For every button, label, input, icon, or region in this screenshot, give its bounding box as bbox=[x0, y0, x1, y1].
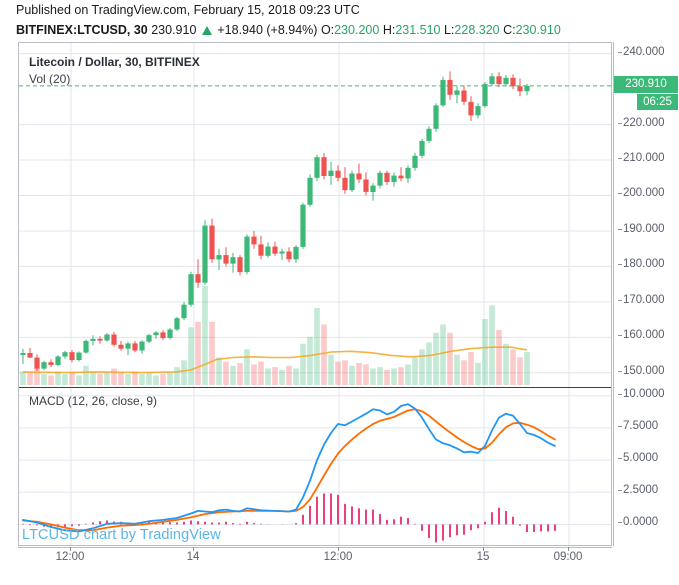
time-axis-tick: 14 bbox=[186, 551, 200, 563]
close-label: C: bbox=[503, 23, 516, 37]
macd-legend: MACD (12, 26, close, 9) bbox=[29, 394, 158, 408]
macd-axis-tick: 7.5000 bbox=[618, 420, 658, 432]
last-price-badge[interactable]: 230.910 bbox=[614, 76, 678, 94]
volume-legend: Vol (20) bbox=[29, 72, 71, 86]
published-line: Published on TradingView.com, February 1… bbox=[16, 3, 360, 17]
price-axis-tick: 160.000 bbox=[618, 329, 665, 341]
time-axis-tick: 09:00 bbox=[553, 551, 583, 563]
macd-axis-tick: 10.0000 bbox=[618, 388, 665, 400]
price-axis-tick: 200.000 bbox=[618, 187, 665, 199]
macd-axis-tick: 2.5000 bbox=[618, 484, 658, 496]
low-value: 228.320 bbox=[454, 23, 500, 37]
tick-dash bbox=[618, 228, 622, 230]
time-tick-mark bbox=[483, 547, 484, 551]
price-axis-tick: 190.000 bbox=[618, 223, 665, 235]
macd-axis-tick: 0.0000 bbox=[618, 516, 658, 528]
open-label: O: bbox=[320, 23, 335, 37]
macd-pane[interactable]: MACD (12, 26, close, 9) bbox=[19, 388, 611, 545]
up-arrow-icon bbox=[201, 26, 212, 35]
tick-dash bbox=[618, 193, 622, 195]
price-axis-tick: 180.000 bbox=[618, 258, 665, 270]
tick-dash bbox=[618, 335, 622, 337]
price-axis-tick: 220.000 bbox=[618, 117, 665, 129]
tick-dash bbox=[618, 370, 622, 372]
tick-dash bbox=[618, 393, 622, 395]
change-value: +18.940 (+8.94%) bbox=[217, 23, 318, 37]
time-tick-mark bbox=[193, 547, 194, 551]
quote-line: BITFINEX:LTCUSD, 30 230.910 +18.940 (+8.… bbox=[16, 23, 561, 37]
price-axis-tick: 240.000 bbox=[618, 46, 665, 58]
price-pane[interactable]: Litecoin / Dollar, 30, BITFINEX Vol (20) bbox=[19, 43, 611, 387]
chart-frame[interactable]: Litecoin / Dollar, 30, BITFINEX Vol (20)… bbox=[18, 42, 612, 546]
countdown-badge[interactable]: 06:25 bbox=[637, 93, 678, 110]
tradingview-watermark: LTCUSD chart by TradingView bbox=[22, 527, 221, 543]
time-axis-tick: 12:00 bbox=[323, 551, 353, 563]
tick-dash bbox=[618, 264, 622, 266]
time-tick-mark bbox=[338, 547, 339, 551]
time-tick-mark bbox=[70, 547, 71, 551]
macd-axis-tick: 5.0000 bbox=[618, 452, 658, 464]
bottom-strip bbox=[0, 572, 679, 585]
price-pane-title: Litecoin / Dollar, 30, BITFINEX bbox=[29, 55, 200, 69]
high-label: H: bbox=[382, 23, 396, 37]
price-axis-tick: 210.000 bbox=[618, 152, 665, 164]
low-label: L: bbox=[443, 23, 455, 37]
time-axis-tick: 15 bbox=[476, 551, 490, 563]
pane-separator bbox=[19, 387, 611, 388]
symbol-label: BITFINEX:LTCUSD, 30 bbox=[16, 23, 148, 37]
tick-dash bbox=[618, 51, 622, 53]
price-axis-tick: 170.000 bbox=[618, 294, 665, 306]
time-axis-tick: 12:00 bbox=[55, 551, 85, 563]
tick-dash bbox=[618, 299, 622, 301]
price-axis[interactable]: 240.000 220.000 210.000 200.000 190.000 180.0… bbox=[613, 42, 679, 546]
high-value: 231.510 bbox=[395, 23, 441, 37]
tick-dash bbox=[618, 122, 622, 124]
time-axis[interactable]: 12:00 14 12:00 15 09:00 bbox=[18, 547, 679, 571]
time-tick-mark bbox=[568, 547, 569, 551]
tick-dash bbox=[618, 490, 622, 492]
tick-dash bbox=[618, 425, 622, 427]
price-svg bbox=[19, 43, 611, 387]
tick-dash bbox=[618, 458, 622, 460]
time-axis-line bbox=[18, 547, 612, 548]
close-value: 230.910 bbox=[515, 23, 561, 37]
macd-svg bbox=[19, 388, 611, 545]
price-axis-tick: 150.000 bbox=[618, 365, 665, 377]
last-price: 230.910 bbox=[151, 23, 197, 37]
tick-dash bbox=[618, 522, 622, 524]
open-value: 230.200 bbox=[334, 23, 380, 37]
tick-dash bbox=[618, 158, 622, 160]
axis-line bbox=[613, 42, 614, 546]
